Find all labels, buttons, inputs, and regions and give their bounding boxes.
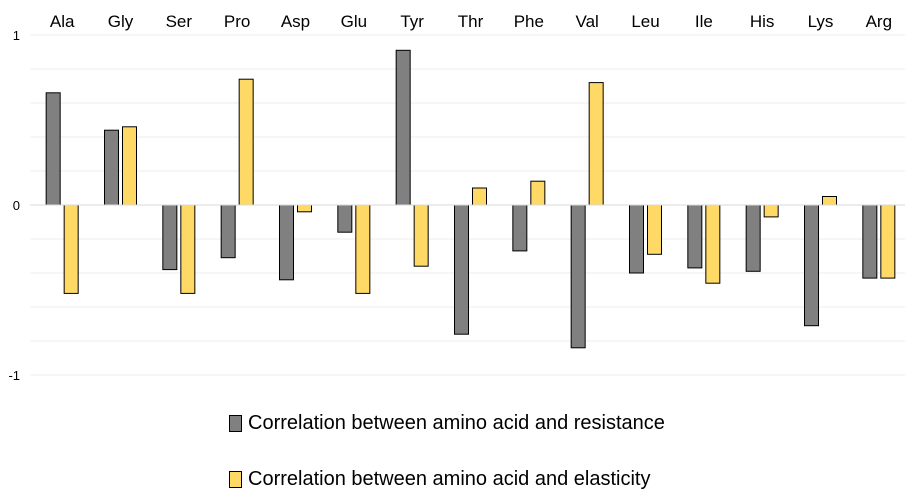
category-label-asp: Asp xyxy=(281,12,310,31)
bar-elasticity-asp xyxy=(297,204,312,213)
bar-elasticity-leu xyxy=(647,204,662,255)
category-label-tyr: Tyr xyxy=(400,12,424,31)
bar-resistance-phe xyxy=(512,204,528,252)
y-axis-ticks: 1 0 -1 xyxy=(8,28,20,383)
bar-resistance-ala xyxy=(45,92,61,206)
bar-elasticity-val xyxy=(588,82,604,206)
bar-elasticity-phe xyxy=(530,180,546,206)
legend-item-resistance: Correlation between amino acid and resis… xyxy=(229,412,665,435)
bar-resistance-thr xyxy=(454,204,469,335)
bar-chart: 1 0 -1 Ala Gly Ser Pro Asp Glu Tyr Thr Phe Val Leu Il… xyxy=(8,12,905,383)
y-tick-label: 1 xyxy=(13,28,20,43)
bar-elasticity-tyr xyxy=(413,204,429,267)
category-label-his: His xyxy=(750,12,775,31)
category-label-pro: Pro xyxy=(224,12,250,31)
bar-elasticity-glu xyxy=(355,204,371,294)
category-label-phe: Phe xyxy=(514,12,544,31)
bar-resistance-arg xyxy=(862,204,878,279)
bar-resistance-gly xyxy=(104,129,119,206)
category-label-ser: Ser xyxy=(166,12,193,31)
category-label-ile: Ile xyxy=(695,12,713,31)
category-label-arg: Arg xyxy=(866,12,892,31)
category-label-gly: Gly xyxy=(108,12,134,31)
bar-resistance-leu xyxy=(629,204,644,274)
bar-resistance-tyr xyxy=(395,49,411,206)
category-labels: Ala Gly Ser Pro Asp Glu Tyr Thr Phe Val Leu Ile His L… xyxy=(50,12,892,31)
bar-elasticity-ser xyxy=(180,204,196,294)
bar-elasticity-ile xyxy=(705,204,721,284)
legend-label-elasticity: Correlation between amino acid and elast… xyxy=(248,468,651,490)
legend-swatch-resistance xyxy=(229,415,242,432)
category-label-leu: Leu xyxy=(631,12,659,31)
bars xyxy=(45,49,896,349)
y-tick-label: -1 xyxy=(8,368,20,383)
bar-resistance-asp xyxy=(279,204,294,281)
bar-resistance-ser xyxy=(162,204,178,271)
bar-elasticity-pro xyxy=(238,78,254,206)
bar-elasticity-thr xyxy=(472,187,487,206)
y-tick-label: 0 xyxy=(13,198,20,213)
bar-resistance-his xyxy=(745,204,761,272)
bar-elasticity-his xyxy=(763,204,779,218)
legend-swatch-elasticity xyxy=(229,471,242,488)
category-label-lys: Lys xyxy=(808,12,834,31)
legend-label-resistance: Correlation between amino acid and resis… xyxy=(248,412,665,434)
bar-resistance-lys xyxy=(804,204,819,327)
bar-resistance-pro xyxy=(220,204,236,259)
bar-resistance-val xyxy=(570,204,586,349)
category-label-glu: Glu xyxy=(341,12,367,31)
bar-elasticity-arg xyxy=(880,204,896,279)
bar-elasticity-ala xyxy=(63,204,79,294)
bar-resistance-ile xyxy=(687,204,703,269)
category-label-ala: Ala xyxy=(50,12,75,31)
bar-elasticity-lys xyxy=(822,196,837,206)
legend-item-elasticity: Correlation between amino acid and elast… xyxy=(229,468,650,491)
bar-resistance-glu xyxy=(337,204,353,233)
category-label-val: Val xyxy=(576,12,599,31)
bar-elasticity-gly xyxy=(122,126,137,206)
category-label-thr: Thr xyxy=(458,12,484,31)
